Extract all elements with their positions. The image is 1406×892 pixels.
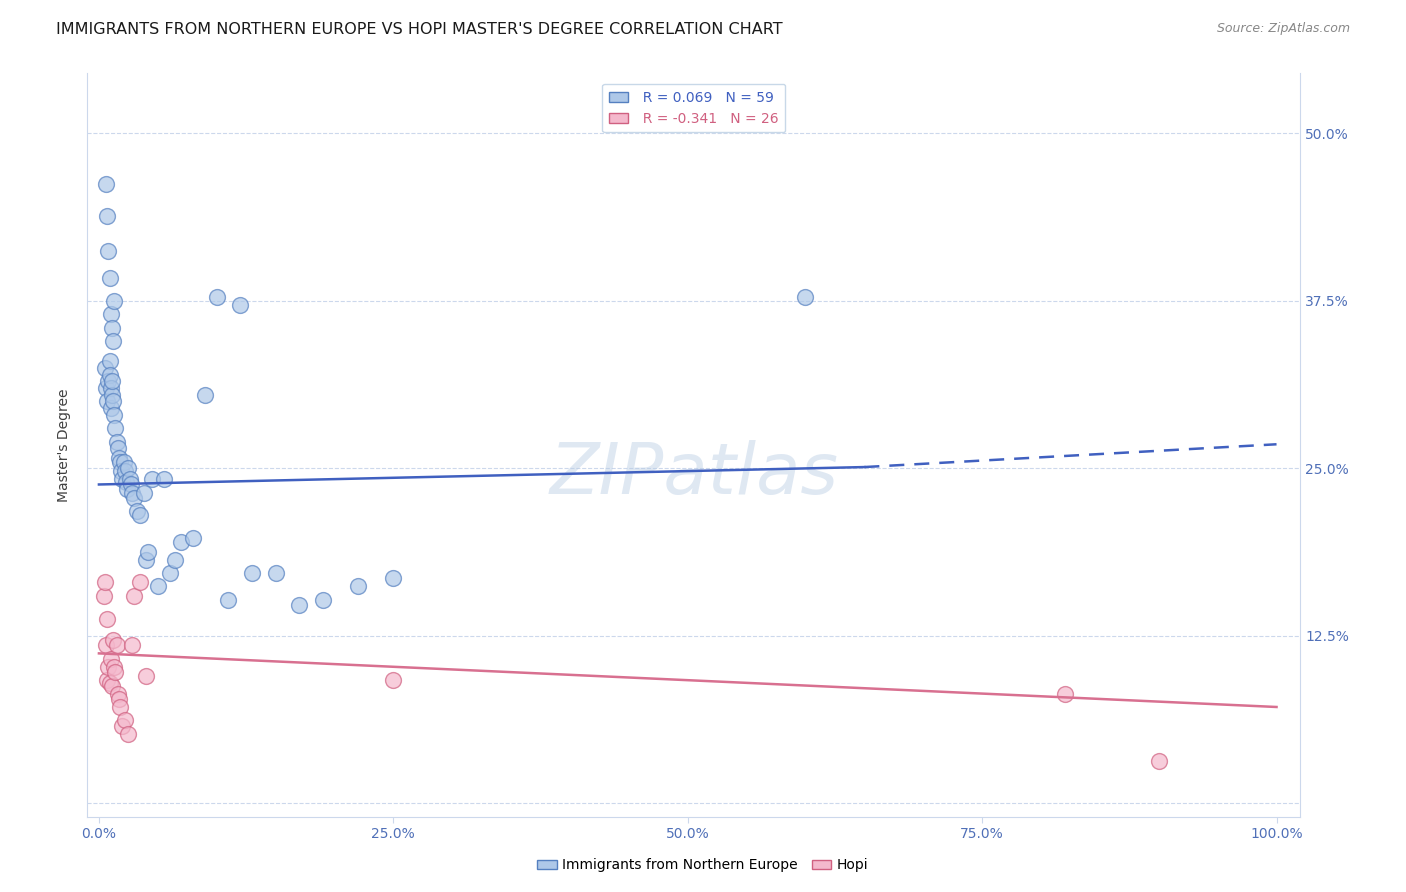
Point bbox=[135, 669, 157, 683]
Point bbox=[98, 354, 121, 368]
Point bbox=[101, 320, 124, 334]
Point bbox=[117, 727, 139, 741]
Text: IMMIGRANTS FROM NORTHERN EUROPE VS HOPI MASTER'S DEGREE CORRELATION CHART: IMMIGRANTS FROM NORTHERN EUROPE VS HOPI … bbox=[56, 22, 783, 37]
Point bbox=[101, 374, 124, 388]
Point bbox=[101, 334, 124, 348]
Point bbox=[103, 293, 125, 308]
Point bbox=[103, 660, 125, 674]
Point bbox=[97, 374, 120, 388]
Point bbox=[121, 485, 143, 500]
Point bbox=[98, 271, 121, 285]
Point bbox=[96, 394, 118, 409]
Point bbox=[101, 394, 124, 409]
Point bbox=[125, 504, 148, 518]
Point bbox=[97, 244, 120, 259]
Point bbox=[100, 307, 122, 321]
Point bbox=[111, 472, 134, 486]
Point bbox=[122, 589, 145, 603]
Point bbox=[382, 571, 405, 585]
Point bbox=[288, 598, 311, 612]
Point bbox=[217, 592, 239, 607]
Point bbox=[97, 660, 120, 674]
Point bbox=[114, 714, 136, 728]
Point bbox=[117, 461, 139, 475]
Point bbox=[104, 421, 127, 435]
Point bbox=[129, 575, 152, 590]
Point bbox=[105, 638, 128, 652]
Point bbox=[1147, 754, 1170, 768]
Point bbox=[93, 589, 115, 603]
Text: ZIPatlas: ZIPatlas bbox=[550, 440, 838, 509]
Point bbox=[118, 472, 141, 486]
Point bbox=[108, 692, 131, 706]
Point bbox=[122, 491, 145, 505]
Point bbox=[101, 679, 124, 693]
Point bbox=[347, 579, 370, 593]
Point bbox=[108, 450, 131, 465]
Point bbox=[94, 360, 117, 375]
Point bbox=[100, 401, 122, 415]
Point bbox=[96, 210, 118, 224]
Point bbox=[104, 665, 127, 680]
Point bbox=[141, 472, 163, 486]
Point bbox=[111, 719, 134, 733]
Point bbox=[100, 381, 122, 395]
Point bbox=[264, 566, 287, 580]
Point bbox=[132, 485, 155, 500]
Point bbox=[382, 673, 405, 688]
Point bbox=[229, 298, 252, 312]
Point bbox=[96, 673, 118, 688]
Point bbox=[170, 535, 193, 549]
Point bbox=[194, 387, 217, 401]
Text: Source: ZipAtlas.com: Source: ZipAtlas.com bbox=[1216, 22, 1350, 36]
Point bbox=[94, 638, 117, 652]
Point bbox=[114, 464, 136, 478]
Point bbox=[96, 611, 118, 625]
Point bbox=[98, 676, 121, 690]
Point bbox=[115, 475, 138, 489]
Point bbox=[135, 552, 157, 566]
Point bbox=[110, 464, 132, 478]
Point bbox=[100, 651, 122, 665]
Point bbox=[205, 290, 228, 304]
Point bbox=[1053, 687, 1076, 701]
Point bbox=[94, 381, 117, 395]
Y-axis label: Master's Degree: Master's Degree bbox=[58, 388, 72, 501]
Point bbox=[146, 579, 169, 593]
Point bbox=[115, 482, 138, 496]
Point bbox=[181, 531, 204, 545]
Legend:   R = 0.069   N = 59,   R = -0.341   N = 26: R = 0.069 N = 59, R = -0.341 N = 26 bbox=[602, 84, 786, 133]
Legend: Immigrants from Northern Europe, Hopi: Immigrants from Northern Europe, Hopi bbox=[531, 853, 875, 878]
Point bbox=[94, 575, 117, 590]
Point bbox=[94, 178, 117, 192]
Point bbox=[107, 442, 129, 456]
Point bbox=[159, 566, 181, 580]
Point bbox=[107, 687, 129, 701]
Point bbox=[120, 477, 142, 491]
Point bbox=[101, 632, 124, 647]
Point bbox=[121, 638, 143, 652]
Point bbox=[165, 552, 187, 566]
Point bbox=[152, 472, 174, 486]
Point bbox=[138, 544, 160, 558]
Point bbox=[311, 592, 333, 607]
Point bbox=[101, 387, 124, 401]
Point bbox=[129, 508, 152, 523]
Point bbox=[108, 700, 131, 714]
Point bbox=[112, 455, 135, 469]
Point bbox=[794, 290, 817, 304]
Point bbox=[103, 408, 125, 422]
Point bbox=[98, 368, 121, 382]
Point bbox=[105, 434, 128, 449]
Point bbox=[240, 566, 263, 580]
Point bbox=[108, 455, 131, 469]
